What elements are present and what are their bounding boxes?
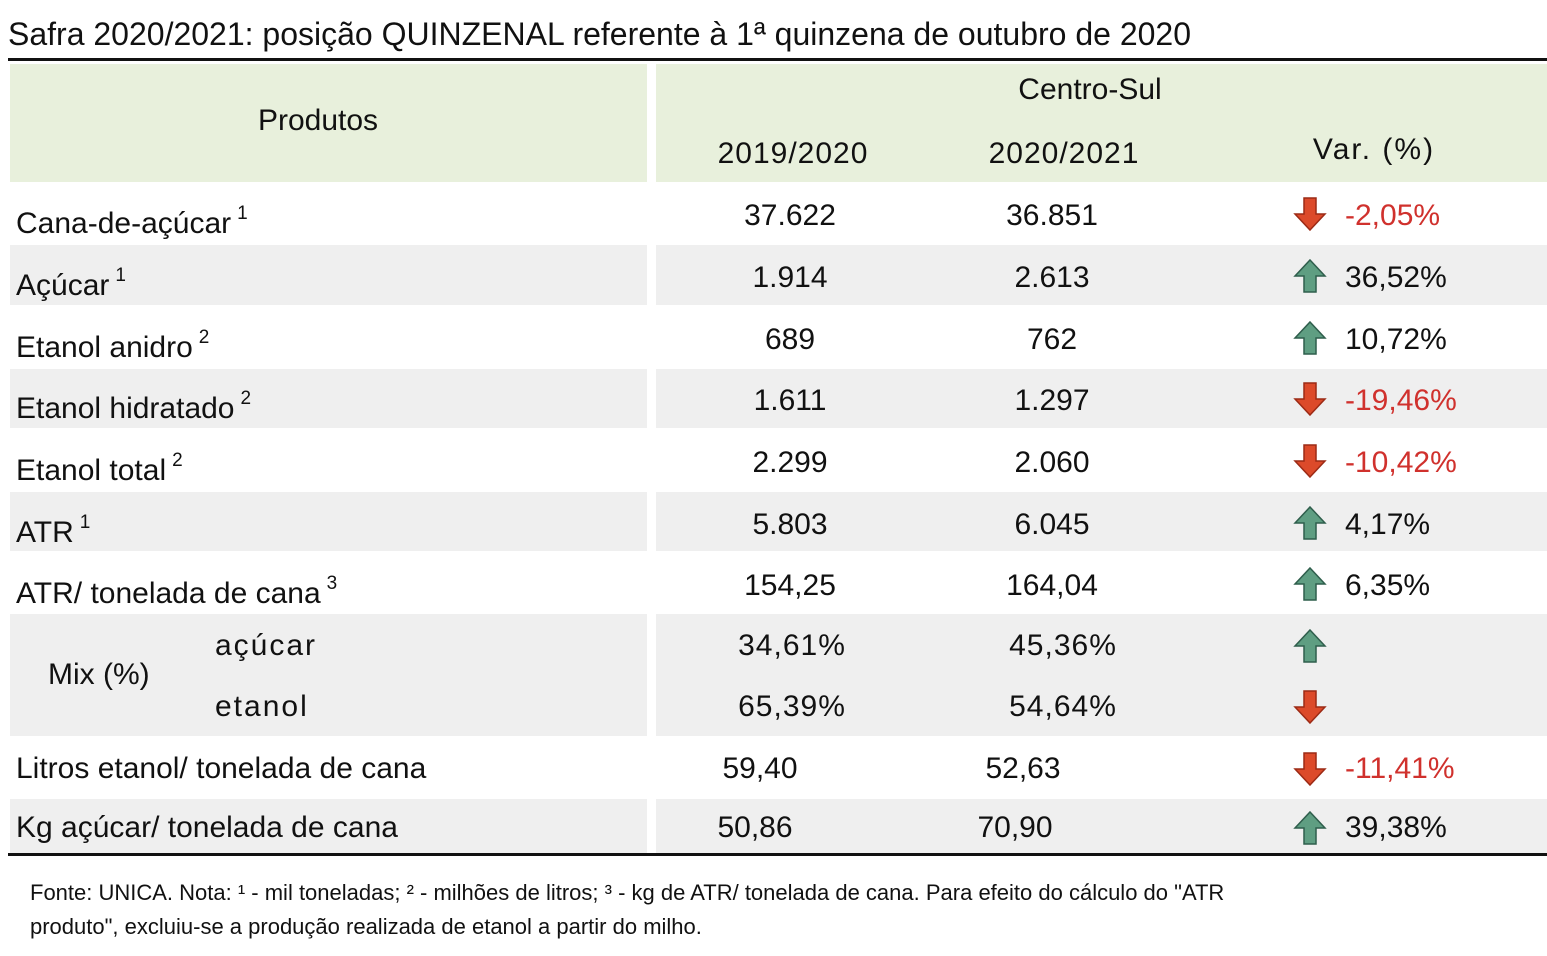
value-cell: 1.611: [753, 384, 827, 417]
value-cell: 70,90: [977, 811, 1053, 844]
row-bg: [656, 492, 1547, 551]
value-cell: 154,25: [744, 569, 836, 602]
value-cell: 59,40: [722, 752, 798, 785]
var-cell: -10,42%: [1345, 446, 1457, 479]
product-name: ATR/ tonelada de cana 3: [16, 566, 337, 612]
value-cell: 689: [764, 323, 816, 356]
top-rule: [8, 58, 1547, 61]
down-arrow: [1293, 443, 1327, 479]
header-bg: [10, 64, 647, 182]
up-arrow: [1293, 628, 1327, 664]
value-cell: 65,39%: [738, 690, 846, 723]
value-cell: 5.803: [752, 508, 828, 541]
value-cell: 762: [1026, 323, 1078, 356]
down-arrow: [1293, 689, 1327, 725]
var-cell: 36,52%: [1345, 261, 1447, 294]
down-arrow: [1293, 196, 1327, 232]
up-arrow: [1293, 810, 1327, 846]
up-arrow: [1293, 258, 1327, 294]
product-label: Etanol total: [16, 454, 167, 487]
value-cell: 45,36%: [1009, 629, 1117, 662]
value-cell: 2.613: [1014, 261, 1090, 294]
row-bg: [656, 799, 1547, 853]
note-ref: 2: [198, 327, 210, 348]
header-cell: Var. (%): [1312, 133, 1436, 166]
value-cell: 54,64%: [1009, 690, 1117, 723]
up-arrow: [1293, 566, 1327, 602]
footnote: produto", excluiu-se a produção realizad…: [30, 914, 702, 939]
up-arrow: [1293, 320, 1327, 356]
bottom-rule: [8, 853, 1547, 856]
note-ref: 1: [115, 265, 126, 286]
value-cell: 2.299: [752, 446, 828, 479]
value-cell: 37.622: [744, 199, 836, 232]
up-arrow: [1293, 505, 1327, 541]
down-arrow: [1293, 751, 1327, 787]
note-ref: 1: [237, 203, 248, 224]
note-ref: 1: [79, 512, 91, 533]
header-cell: 2020/2021: [988, 137, 1140, 170]
product-name: ATR 1: [16, 505, 90, 551]
row-bg: [656, 369, 1547, 428]
product-name: Litros etanol/ tonelada de cana: [16, 752, 427, 785]
mix-item: açúcar: [215, 629, 318, 662]
product-label: ATR: [16, 516, 74, 549]
var-cell: -2,05%: [1345, 199, 1441, 232]
value-cell: 50,86: [717, 811, 793, 844]
value-cell: 36.851: [1006, 199, 1098, 232]
product-name: Etanol anidro 2: [16, 320, 209, 366]
value-cell: 2.060: [1014, 446, 1090, 479]
product-label: ATR/ tonelada de cana: [16, 577, 321, 610]
product-name: Cana-de-açúcar 1: [16, 196, 248, 242]
row-bg: [10, 369, 647, 428]
value-cell: 1.914: [752, 261, 828, 294]
value-cell: 164,04: [1006, 569, 1098, 602]
row-bg: [10, 245, 647, 305]
note-ref: 2: [240, 388, 252, 409]
product-label: Cana-de-açúcar: [16, 207, 232, 240]
row-bg: [10, 614, 647, 736]
header-cell: Centro-Sul: [1018, 73, 1162, 106]
row-bg: [10, 492, 647, 551]
mix-item: etanol: [215, 690, 309, 723]
header-cell: 2019/2020: [717, 137, 869, 170]
product-name: Etanol total 2: [16, 443, 183, 489]
row-bg: [656, 614, 1547, 736]
mix-label: Mix (%): [48, 658, 150, 691]
down-arrow: [1293, 381, 1327, 417]
header-bg: [656, 64, 1547, 182]
var-cell: -19,46%: [1345, 384, 1457, 417]
product-label: Etanol anidro: [16, 331, 193, 364]
product-label: Etanol hidratado: [16, 392, 235, 425]
var-cell: 39,38%: [1345, 811, 1447, 844]
note-ref: 3: [326, 573, 338, 594]
note-ref: 2: [172, 450, 183, 471]
var-cell: 6,35%: [1345, 569, 1431, 602]
footnote: Fonte: UNICA. Nota: ¹ - mil toneladas; ²…: [30, 880, 1225, 905]
var-cell: 10,72%: [1345, 323, 1447, 356]
var-cell: 4,17%: [1345, 508, 1431, 541]
value-cell: 34,61%: [738, 629, 846, 662]
row-bg: [10, 799, 647, 853]
title: Safra 2020/2021: posição QUINZENAL refer…: [8, 16, 1191, 52]
product-name: Kg açúcar/ tonelada de cana: [16, 811, 398, 844]
row-bg: [656, 245, 1547, 305]
product-label: Açúcar: [16, 269, 110, 302]
header-cell: Produtos: [257, 104, 379, 137]
var-cell: -11,41%: [1345, 752, 1455, 785]
value-cell: 1.297: [1014, 384, 1090, 417]
value-cell: 52,63: [985, 752, 1061, 785]
value-cell: 6.045: [1014, 508, 1090, 541]
product-name: Etanol hidratado 2: [16, 381, 251, 427]
product-name: Açúcar 1: [16, 258, 126, 304]
